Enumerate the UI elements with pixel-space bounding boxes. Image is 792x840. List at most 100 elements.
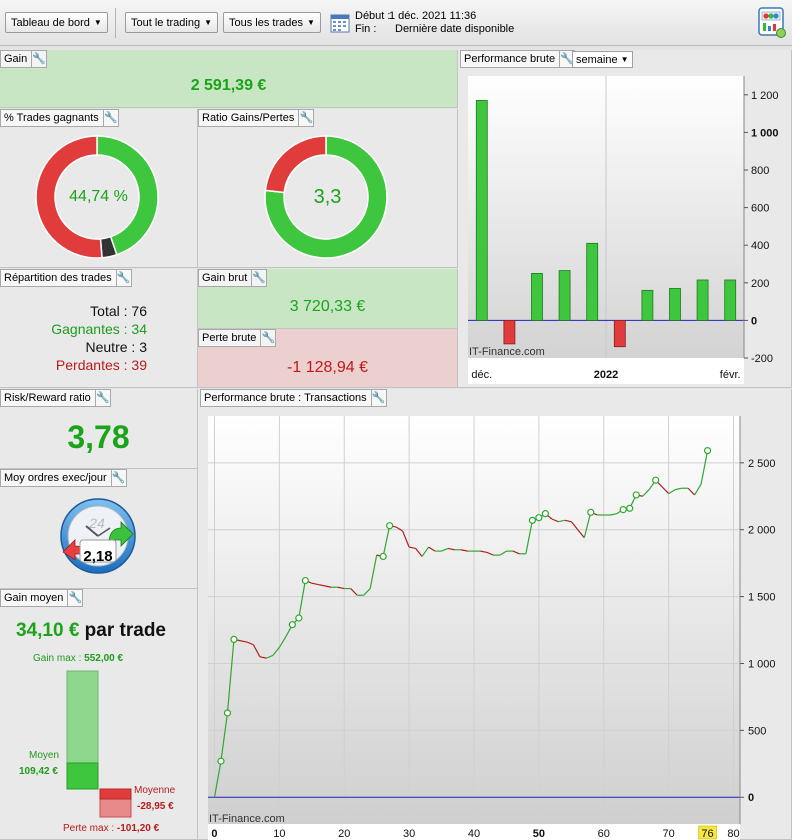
neutral-label: Neutre :	[85, 339, 140, 355]
ratio-donut	[264, 135, 388, 259]
transactions-y-tick-label: 1 500	[748, 592, 776, 604]
panel-title: Risk/Reward ratio 🔧	[0, 389, 111, 407]
wrench-icon[interactable]: 🔧	[102, 110, 118, 126]
transactions-line-segment	[661, 486, 670, 495]
wrench-icon[interactable]: 🔧	[31, 51, 47, 67]
wrench-icon[interactable]: 🔧	[559, 51, 574, 67]
transactions-y-tick-label: 2 000	[748, 525, 776, 537]
transactions-line-segment	[415, 548, 423, 557]
donut-slice-gain-brut	[264, 135, 388, 259]
winners-row: Gagnantes : 34	[51, 321, 147, 337]
transactions-line-segment	[480, 550, 488, 554]
transactions-y-tick-label: 1 000	[748, 658, 776, 670]
transactions-point-marker	[703, 446, 712, 455]
trading-filter-dropdown[interactable]: Tout le trading ▼	[125, 12, 219, 33]
neutral-row: Neutre : 3	[86, 339, 148, 355]
transactions-line-segment	[700, 450, 709, 485]
donut-slice-perte-brute	[264, 135, 327, 194]
mean-loss-value: -28,95 €	[137, 801, 174, 812]
wrench-icon[interactable]: 🔧	[298, 110, 314, 126]
risk-reward-value: 3,78	[67, 419, 130, 455]
gross-loss-value: -1 128,94 €	[287, 359, 368, 376]
transactions-point-marker	[541, 510, 549, 518]
gain-max-row: Gain max : 552,00 €	[33, 653, 123, 664]
transactions-line-segment	[428, 546, 436, 552]
transactions-point-marker	[535, 514, 543, 522]
weekly-x-tick-label: déc.	[471, 369, 492, 381]
weekly-y-tick-label: -200	[751, 353, 773, 365]
weekly-y-tick-label: 0	[751, 315, 757, 327]
wrench-icon[interactable]: 🔧	[115, 270, 131, 286]
gain-panel: Gain 🔧 2 591,39 €	[0, 50, 458, 108]
transactions-point-marker	[301, 576, 309, 585]
weekly-y-tick-label: 1 200	[751, 90, 779, 102]
transactions-line-segment	[512, 550, 520, 555]
transactions-y-tick-label: 2 500	[748, 458, 776, 470]
transactions-line-segment	[337, 586, 345, 590]
mean-gain-value: 109,42 €	[19, 766, 58, 777]
toolbar-separator	[115, 8, 116, 38]
transactions-line-segment	[311, 582, 319, 586]
wrench-icon[interactable]: 🔧	[94, 390, 110, 406]
transactions-x-tick-label: 60	[598, 828, 610, 840]
transactions-line-segment	[298, 580, 306, 619]
transactions-line-segment	[551, 518, 559, 523]
transactions-line-chart: 0 500 1 000 1 500 2 000 2 500 IT-Finance.com 0 1…	[208, 416, 776, 840]
wrench-icon[interactable]: 🔧	[260, 330, 276, 346]
date-range: Début :1 déc. 2021 11:36 Fin : Dernière d…	[355, 10, 514, 36]
weekly-bar	[641, 289, 654, 321]
wrench-icon[interactable]: 🔧	[251, 270, 267, 286]
weekly-watermark: IT-Finance.com	[469, 346, 545, 358]
transactions-line-segment	[447, 547, 455, 551]
dashboard-settings-icon[interactable]	[758, 7, 788, 39]
panel-title: Performance brute 🔧	[460, 50, 576, 68]
transactions-point-marker	[632, 491, 640, 499]
weekly-y-tick-label: 600	[751, 203, 769, 215]
avg-gain-panel: Gain moyen 🔧 34,10 € par trade Gain max :…	[0, 589, 198, 840]
loss-max-value: -101,20 €	[116, 823, 160, 834]
repartition-title: Répartition des trades	[4, 272, 112, 284]
avg-gain-suffix: par trade	[79, 620, 166, 641]
avg-gain-value: 34,10 €	[16, 620, 80, 641]
transactions-point-marker	[587, 508, 595, 516]
gain-value: 2 591,39 €	[190, 77, 267, 94]
calendar-icon[interactable]	[330, 13, 350, 33]
dashboard-dropdown[interactable]: Tableau de bord ▼	[5, 12, 108, 33]
win-pct-title: % Trades gagnants	[4, 112, 99, 124]
panel-title: Performance brute : Transactions 🔧	[200, 389, 387, 407]
transactions-line-segment	[694, 483, 702, 496]
transactions-point-marker	[295, 614, 303, 622]
transactions-line-segment	[363, 588, 371, 596]
transactions-point-marker	[528, 516, 536, 524]
transactions-point-marker	[288, 621, 296, 629]
weekly-y-tick-label: 200	[751, 278, 769, 290]
weekly-bar	[669, 288, 681, 321]
wrench-icon[interactable]: 🔧	[110, 470, 126, 486]
period-select[interactable]: semaine ▼	[572, 51, 633, 68]
trades-filter-dropdown[interactable]: Tous les trades ▼	[223, 12, 321, 33]
trading-filter-label: Tout le trading	[131, 17, 201, 29]
weekly-y-tick-label: 800	[751, 165, 769, 177]
transactions-line-segment	[421, 546, 430, 557]
wrench-icon[interactable]: 🔧	[67, 590, 83, 606]
total-row: Total : 76	[90, 303, 147, 319]
transactions-point-marker	[230, 635, 238, 643]
wrench-icon[interactable]: 🔧	[370, 390, 386, 406]
weekly-x-axis-band	[468, 358, 744, 384]
gross-gain-title: Gain brut	[202, 272, 248, 284]
avg-gain-value-row: 34,10 € par trade	[16, 620, 166, 642]
ratio-value: 3,3	[313, 186, 342, 208]
transactions-line-segment	[486, 551, 494, 556]
transactions-line-segment	[583, 512, 592, 538]
loss-max-label: Perte max :	[63, 823, 117, 834]
gain-title: Gain	[4, 53, 28, 65]
chevron-down-icon: ▼	[93, 18, 102, 27]
transactions-line-segment	[324, 585, 332, 588]
risk-reward-panel: Risk/Reward ratio 🔧 3,78	[0, 389, 198, 469]
donut-slice-perdantes	[35, 135, 103, 259]
weekly-bar	[724, 279, 737, 321]
weekly-bar	[696, 279, 709, 321]
transactions-x-tick-label: 50	[533, 828, 545, 840]
transactions-point-marker	[652, 476, 660, 484]
